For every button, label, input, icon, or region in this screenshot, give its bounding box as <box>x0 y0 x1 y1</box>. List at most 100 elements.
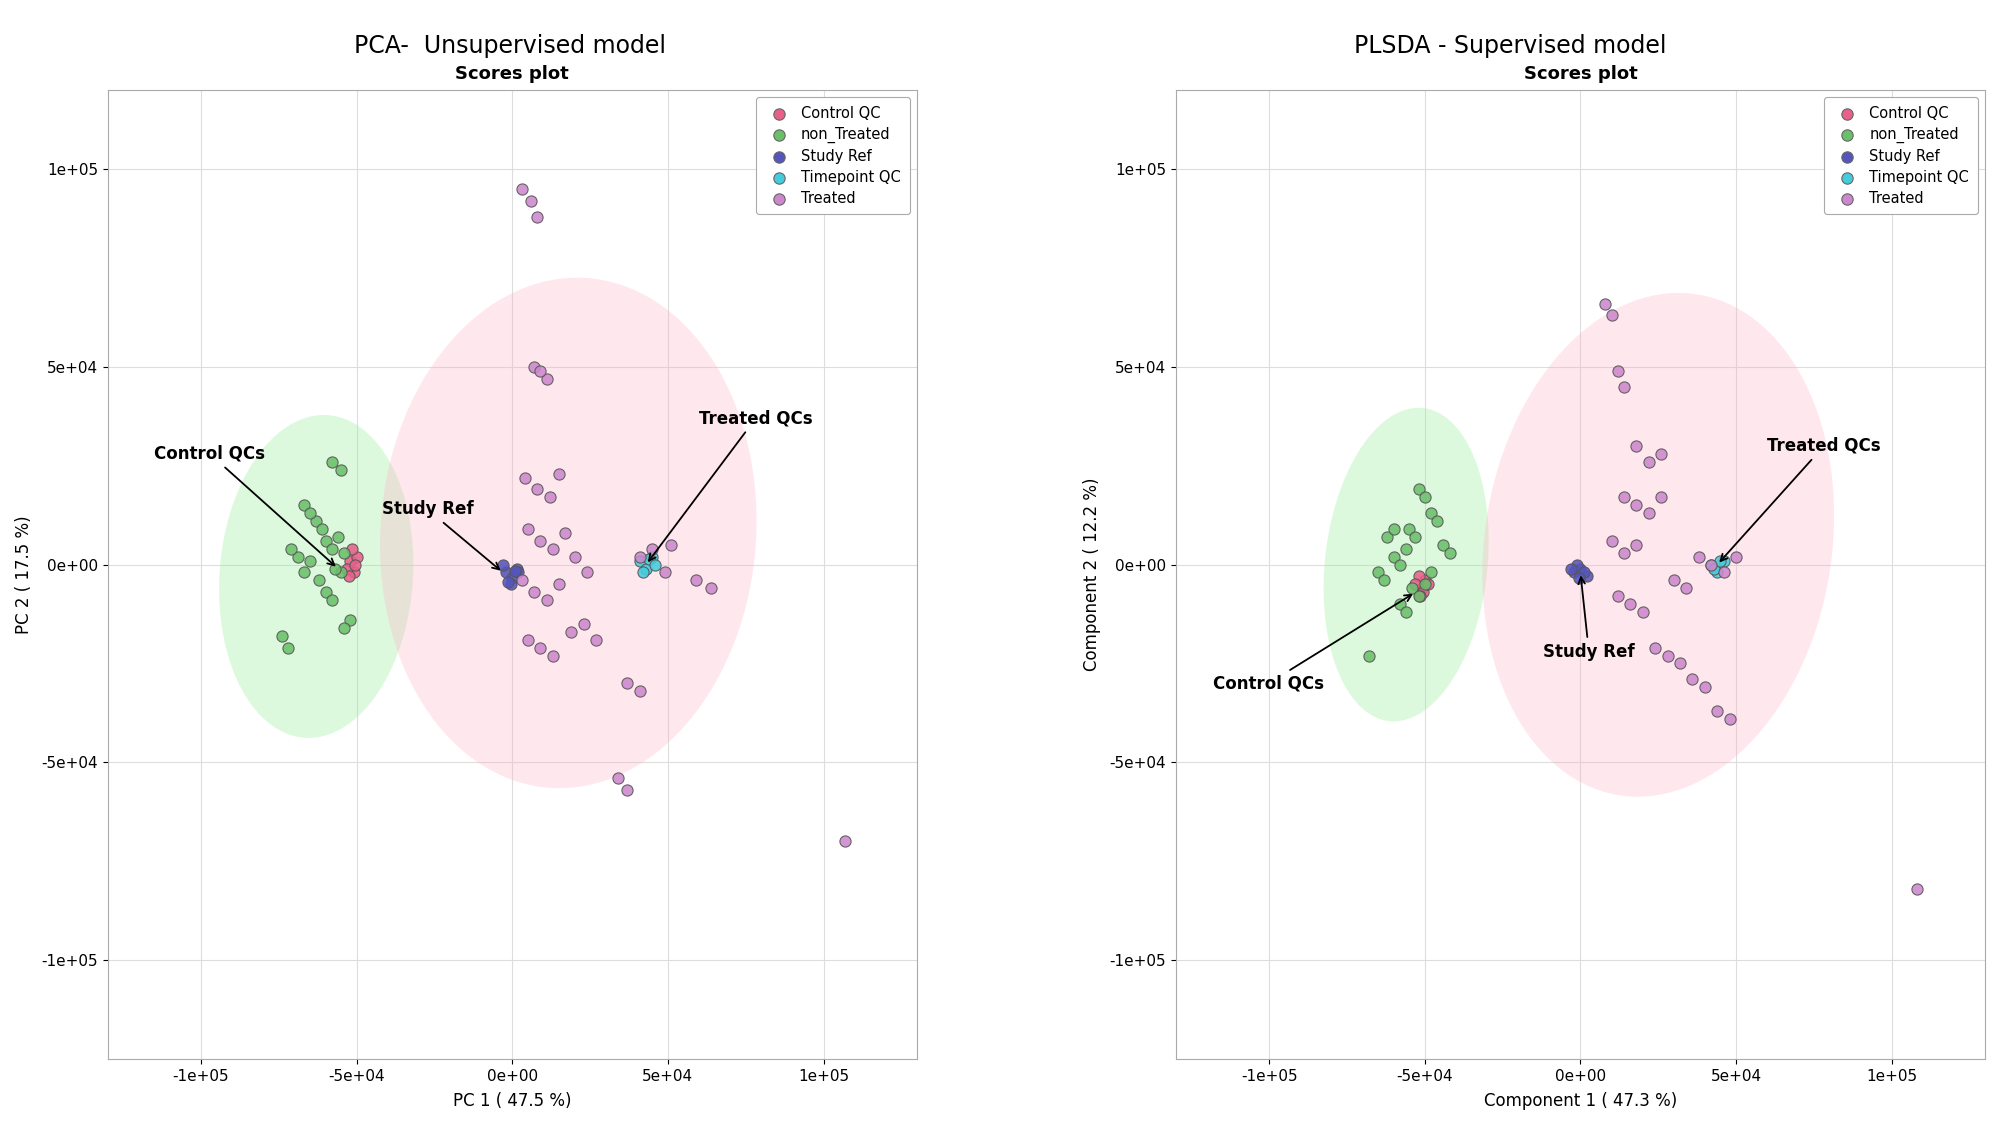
Point <box>1422 512 1454 530</box>
Point <box>1658 572 1690 590</box>
Point <box>512 520 544 538</box>
Point <box>276 540 308 558</box>
Point <box>1596 532 1628 550</box>
Point <box>1608 488 1640 506</box>
Point <box>500 559 532 577</box>
Point <box>656 536 688 554</box>
Point <box>542 575 574 593</box>
Legend: Control QC, non_Treated, Study Ref, Timepoint QC, Treated: Control QC, non_Treated, Study Ref, Time… <box>756 97 910 215</box>
Point <box>536 540 568 558</box>
Point <box>1632 504 1664 522</box>
Point <box>492 574 524 592</box>
Point <box>1408 575 1440 593</box>
Point <box>522 480 554 498</box>
X-axis label: Component 1 ( 47.3 %): Component 1 ( 47.3 %) <box>1484 1092 1678 1110</box>
Point <box>282 548 314 566</box>
Point <box>648 564 680 582</box>
Point <box>328 619 360 637</box>
Point <box>1708 551 1740 569</box>
Point <box>338 564 370 582</box>
Text: Study Ref: Study Ref <box>1544 577 1634 660</box>
Point <box>1390 540 1422 558</box>
Text: PCA-  Unsupervised model: PCA- Unsupervised model <box>354 34 666 57</box>
Point <box>490 564 522 582</box>
Point <box>636 548 668 566</box>
Point <box>310 583 342 601</box>
Point <box>602 770 634 788</box>
Point <box>514 191 546 209</box>
Ellipse shape <box>1482 292 1834 796</box>
Point <box>1614 595 1646 613</box>
Text: Study Ref: Study Ref <box>382 501 500 569</box>
Point <box>1704 551 1736 569</box>
Point <box>1620 436 1652 454</box>
Y-axis label: PC 2 ( 17.5 %): PC 2 ( 17.5 %) <box>16 515 34 633</box>
Point <box>1562 569 1594 587</box>
Point <box>494 575 526 593</box>
Point <box>534 488 566 506</box>
Point <box>1720 548 1752 566</box>
Point <box>306 520 338 538</box>
Point <box>518 583 550 601</box>
Point <box>1620 496 1652 514</box>
Point <box>1564 559 1596 577</box>
Ellipse shape <box>380 278 756 789</box>
Point <box>1640 639 1672 657</box>
Point <box>1412 575 1444 593</box>
Point <box>512 631 544 649</box>
Point <box>1664 655 1696 673</box>
Point <box>556 623 588 641</box>
Point <box>1608 543 1640 561</box>
Point <box>326 460 358 478</box>
Point <box>1646 444 1678 462</box>
Point <box>1608 378 1640 396</box>
Legend: Control QC, non_Treated, Study Ref, Timepoint QC, Treated: Control QC, non_Treated, Study Ref, Time… <box>1824 97 1978 215</box>
Point <box>288 496 320 514</box>
Point <box>1698 559 1730 577</box>
Point <box>524 639 556 657</box>
Point <box>332 559 364 577</box>
Point <box>1434 543 1466 561</box>
Point <box>1378 548 1410 566</box>
Point <box>486 556 518 574</box>
Point <box>1390 603 1422 621</box>
Point <box>1372 528 1404 546</box>
Point <box>506 180 538 198</box>
Point <box>502 564 534 582</box>
Point <box>680 572 712 590</box>
Point <box>322 528 354 546</box>
Point <box>524 532 556 550</box>
Point <box>1652 647 1684 665</box>
Point <box>1696 556 1728 574</box>
Point <box>316 591 348 609</box>
Point <box>696 579 728 597</box>
Point <box>542 465 574 483</box>
Point <box>334 551 366 569</box>
Text: PLSDA - Supervised model: PLSDA - Supervised model <box>1354 34 1666 57</box>
Point <box>1402 480 1434 498</box>
Point <box>318 559 350 577</box>
Point <box>1688 678 1720 696</box>
Point <box>1558 564 1590 582</box>
Point <box>630 559 662 577</box>
Point <box>1602 587 1634 605</box>
Point <box>496 569 528 587</box>
Point <box>1352 647 1384 665</box>
Point <box>316 540 348 558</box>
Point <box>634 550 666 568</box>
Point <box>624 551 656 569</box>
Point <box>1714 710 1746 728</box>
X-axis label: PC 1 ( 47.5 %): PC 1 ( 47.5 %) <box>454 1092 572 1110</box>
Point <box>332 567 364 585</box>
Point <box>336 540 368 558</box>
Point <box>272 639 304 657</box>
Point <box>518 358 550 376</box>
Point <box>568 615 600 633</box>
Point <box>530 370 562 388</box>
Point <box>294 551 326 569</box>
Point <box>1708 564 1740 582</box>
Point <box>624 548 656 566</box>
Point <box>316 452 348 470</box>
Point <box>1384 556 1416 574</box>
Point <box>612 781 644 799</box>
